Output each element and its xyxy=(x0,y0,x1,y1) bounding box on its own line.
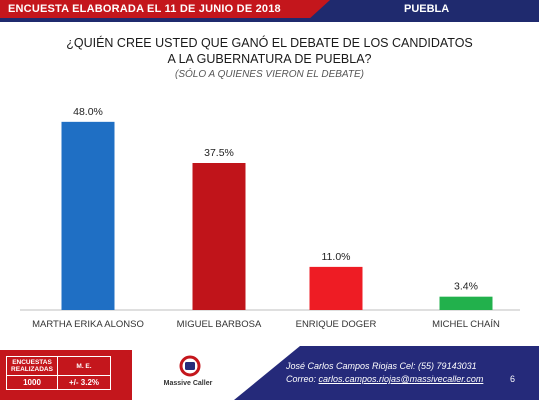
margin-error-value: +/- 3.2% xyxy=(57,375,111,390)
massive-caller-logo-icon xyxy=(179,355,201,377)
bar-chart: 48.0% MARTHA ERIKA ALONSO 37.5% MIGUEL BARB… xyxy=(20,106,520,330)
chart-title-line2: A LA GUBERNATURA DE PUEBLA? xyxy=(167,52,372,66)
survey-date-label: ENCUESTA ELABORADA EL 11 DE JUNIO DE 201… xyxy=(8,3,281,15)
logo-text: Massive Caller xyxy=(163,380,213,387)
bar xyxy=(192,163,246,310)
surveys-header: ENCUESTAS REALIZADAS xyxy=(6,356,58,376)
margin-error-header: M. E. xyxy=(57,356,111,376)
data-label: 11.0% xyxy=(322,251,351,263)
region-label: PUEBLA xyxy=(404,3,450,15)
data-label: 37.5% xyxy=(204,147,234,159)
bar xyxy=(439,296,493,310)
bar xyxy=(61,121,115,310)
surveys-value: 1000 xyxy=(6,375,58,390)
data-label: 48.0% xyxy=(73,106,103,118)
category-label: MICHEL CHAÍN xyxy=(432,319,500,330)
data-label: 3.4% xyxy=(454,281,478,293)
contact-email-link[interactable]: carlos.campos.riojas@massivecaller.com xyxy=(318,374,484,384)
chart-title-line1: ¿QUIÉN CREE USTED QUE GANÓ EL DEBATE DE … xyxy=(66,36,473,50)
chart-subtitle: (SÓLO A QUIENES VIERON EL DEBATE) xyxy=(175,69,364,80)
category-label: ENRIQUE DOGER xyxy=(296,319,377,330)
survey-stats-table: ENCUESTAS REALIZADAS M. E. 1000 +/- 3.2% xyxy=(6,356,111,390)
page-number: 6 xyxy=(510,374,516,384)
bar xyxy=(309,266,363,310)
contact-email-line: Correo: carlos.campos.riojas@massivecall… xyxy=(286,374,483,384)
contact-name-phone: José Carlos Campos Riojas Cel: (55) 7914… xyxy=(286,361,477,371)
category-label: MARTHA ERIKA ALONSO xyxy=(32,319,144,330)
header-red-band xyxy=(0,0,330,18)
email-prefix: Correo: xyxy=(286,374,319,384)
category-label: MIGUEL BARBOSA xyxy=(177,319,262,330)
